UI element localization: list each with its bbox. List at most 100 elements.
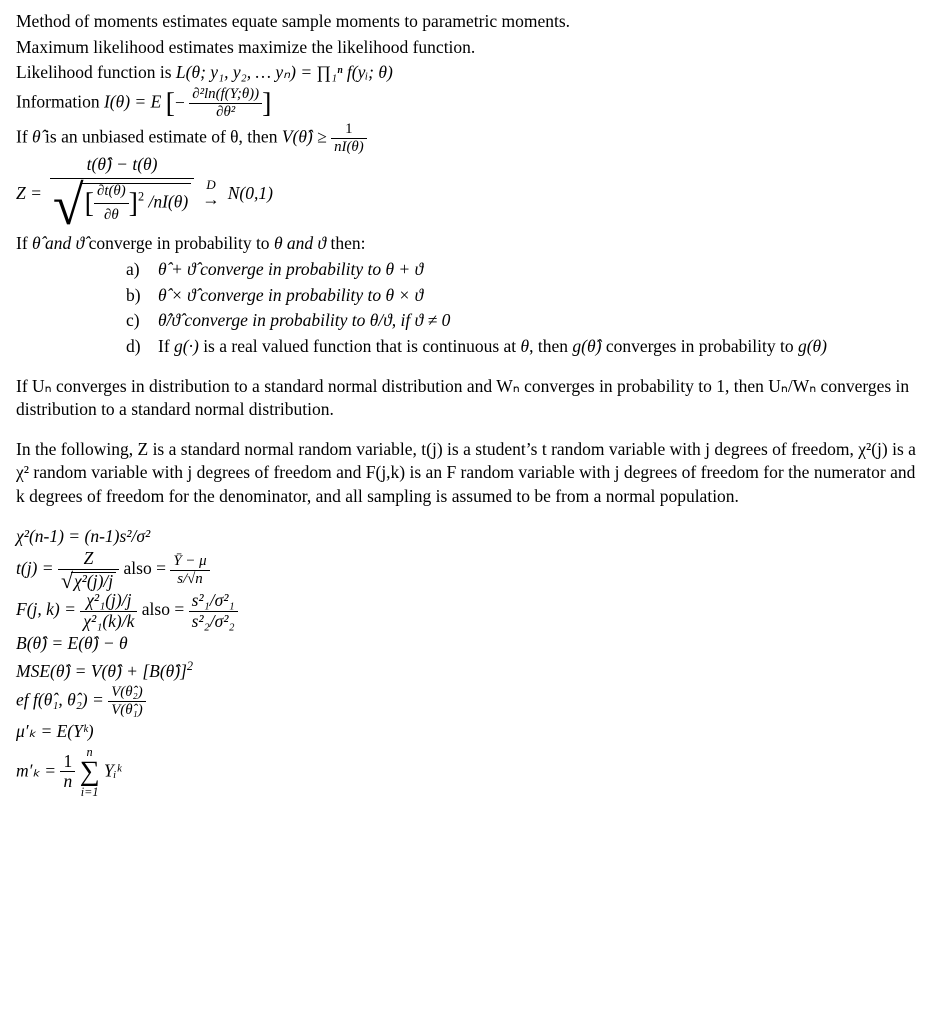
text: V(θ̂) ≥	[282, 126, 327, 146]
sigma-icon: ∑	[80, 758, 100, 786]
frac-num: 1	[331, 122, 367, 138]
bracket-r: ]	[262, 91, 271, 116]
text: If	[16, 126, 32, 146]
list-item: a) θ̂ + ϑ̂ converge in probability to θ …	[126, 258, 924, 282]
eff-frac: V(θ̂₂) V(θ̂₁)	[108, 685, 145, 718]
eq: =	[156, 558, 170, 578]
list-body: θ̂ + ϑ̂ converge in probability to θ + ϑ	[158, 258, 924, 282]
z-lhs: Z =	[16, 182, 42, 206]
frac-num: 1	[60, 753, 75, 772]
text: θ and ϑ	[274, 233, 326, 253]
chi-eq: χ²(n-1) = (n-1)s²/σ²	[16, 525, 924, 549]
text: g(θ)	[798, 336, 827, 356]
f-frac-2: s²₁/σ²₁ s²₂/σ²₂	[189, 592, 238, 630]
bias-eq: B(θ̂) = E(θ̂) − θ	[16, 632, 924, 656]
bracket-l: [	[166, 91, 175, 116]
frac-num: ∂²ln(f(Y;θ))	[189, 87, 262, 103]
sum: n ∑ i=1	[80, 746, 100, 799]
list-body: θ̂ × ϑ̂ converge in probability to θ × ϑ	[158, 284, 924, 308]
info-frac: ∂²ln(f(Y;θ)) ∂θ²	[189, 87, 262, 120]
t-line: t(j) = Z √ χ²(j)/j also = Ȳ − μ s/√n	[16, 550, 924, 590]
text: If	[16, 233, 32, 253]
text: g(θ̂)	[572, 336, 601, 356]
f-lhs: F(j, k) =	[16, 599, 76, 619]
crlb-line: If θ̂ is an unbiased estimate of θ, then…	[16, 122, 924, 155]
frac-den: s²₂/σ²₂	[189, 611, 238, 631]
bracket-l: [	[85, 191, 94, 216]
mk-line: m′ₖ = 1 n n ∑ i=1 Yᵢᵏ	[16, 746, 924, 799]
radicand: [ ∂t(θ) ∂θ ]2 /nI(θ)	[82, 183, 192, 231]
z-line: Z = t(θ̂) − t(θ) √ [ ∂t(θ) ∂θ ]2 /nI(θ) …	[16, 156, 924, 230]
defs-para: In the following, Z is a standard normal…	[16, 438, 924, 509]
text: converges in probability to	[601, 336, 798, 356]
arrow: →	[202, 191, 220, 209]
text: is a real valued function that is contin…	[199, 336, 521, 356]
inner-frac: ∂t(θ) ∂θ	[94, 184, 129, 223]
also: also	[124, 558, 157, 578]
text: If	[158, 336, 174, 356]
conv-list: a) θ̂ + ϑ̂ converge in probability to θ …	[16, 258, 924, 359]
frac-num: s²₁/σ²₁	[189, 592, 238, 611]
mk-term: Yᵢᵏ	[104, 760, 121, 780]
likelihood-line: Likelihood function is L(θ; y₁, y₂, … yₙ…	[16, 61, 924, 85]
z-frac: t(θ̂) − t(θ) √ [ ∂t(θ) ∂θ ]2 /nI(θ)	[50, 156, 194, 230]
information-line: Information I(θ) = E [− ∂²ln(f(Y;θ)) ∂θ²…	[16, 87, 924, 120]
frac-den: n	[60, 771, 75, 791]
mk-lhs: m′ₖ =	[16, 760, 56, 780]
frac-den: √ χ²(j)/j	[58, 569, 119, 590]
eff-lhs: ef f(θ̂₁, θ̂₂) =	[16, 690, 104, 710]
sq: 2	[187, 659, 193, 673]
t-lhs: t(j) =	[16, 558, 54, 578]
text-line: Maximum likelihood estimates maximize th…	[16, 36, 924, 60]
text-line: Method of moments estimates equate sampl…	[16, 10, 924, 34]
frac-den: s/√n	[170, 570, 209, 587]
frac-num: Ȳ − μ	[170, 554, 209, 570]
slutsky-para: If Uₙ converges in distribution to a sta…	[16, 375, 924, 422]
conv-intro: If θ̂ and ϑ̂ converge in probability to …	[16, 232, 924, 256]
marker: d)	[126, 335, 158, 359]
sqrt: √ [ ∂t(θ) ∂θ ]2 /nI(θ)	[53, 183, 191, 231]
text: θ̂ and ϑ̂	[32, 233, 84, 253]
radicand: χ²(j)/j	[71, 572, 116, 591]
text: converge in probability to	[89, 233, 274, 253]
text: Likelihood function is	[16, 62, 176, 82]
z-rhs: N(0,1)	[228, 182, 273, 206]
text: then:	[331, 233, 366, 253]
frac-den: ∂θ²	[189, 103, 262, 120]
mse-eq: MSE(θ̂) = V(θ̂) + [B(θ̂)]2	[16, 658, 924, 683]
bracket-r: ]	[129, 191, 138, 216]
marker: b)	[126, 284, 158, 308]
frac-num: χ²₁(j)/j	[80, 592, 137, 611]
list-item: b) θ̂ × ϑ̂ converge in probability to θ …	[126, 284, 924, 308]
sum-bot: i=1	[81, 786, 99, 798]
list-item: c) θ̂/ϑ̂ converge in probability to θ/ϑ,…	[126, 309, 924, 333]
t-frac: Z √ χ²(j)/j	[58, 550, 119, 590]
f-frac: χ²₁(j)/j χ²₁(k)/k	[80, 592, 137, 630]
also: also	[142, 599, 175, 619]
muk-eq: μ′ₖ = E(Yᵏ)	[16, 720, 924, 744]
marker: a)	[126, 258, 158, 282]
frac-den: ∂θ	[94, 203, 129, 223]
list-body: If g(·) is a real valued function that i…	[158, 335, 924, 359]
sqrt: √ χ²(j)/j	[61, 572, 116, 591]
text: , then	[529, 336, 572, 356]
text: θ	[521, 336, 530, 356]
eq: =	[174, 599, 188, 619]
text: Information	[16, 91, 104, 111]
likelihood-eq: L(θ; y₁, y₂, … yₙ) = ∏₁ⁿ f(yᵢ; θ)	[176, 62, 393, 82]
frac-num: Z	[58, 550, 119, 569]
text: g(·)	[174, 336, 199, 356]
text: MSE(θ̂) = V(θ̂) + [B(θ̂)]	[16, 661, 187, 681]
converge-arrow: D →	[202, 178, 220, 209]
mk-frac: 1 n	[60, 753, 75, 791]
list-item: d) If g(·) is a real valued function tha…	[126, 335, 924, 359]
frac-num: ∂t(θ)	[94, 184, 129, 203]
tail: /nI(θ)	[148, 191, 188, 211]
text: I(θ) = E	[104, 91, 161, 111]
frac-den: √ [ ∂t(θ) ∂θ ]2 /nI(θ)	[50, 178, 194, 231]
frac-num: V(θ̂₂)	[108, 685, 145, 701]
marker: c)	[126, 309, 158, 333]
minus: −	[175, 92, 185, 112]
frac-den: χ²₁(k)/k	[80, 611, 137, 631]
list-body: θ̂/ϑ̂ converge in probability to θ/ϑ, if…	[158, 309, 924, 333]
